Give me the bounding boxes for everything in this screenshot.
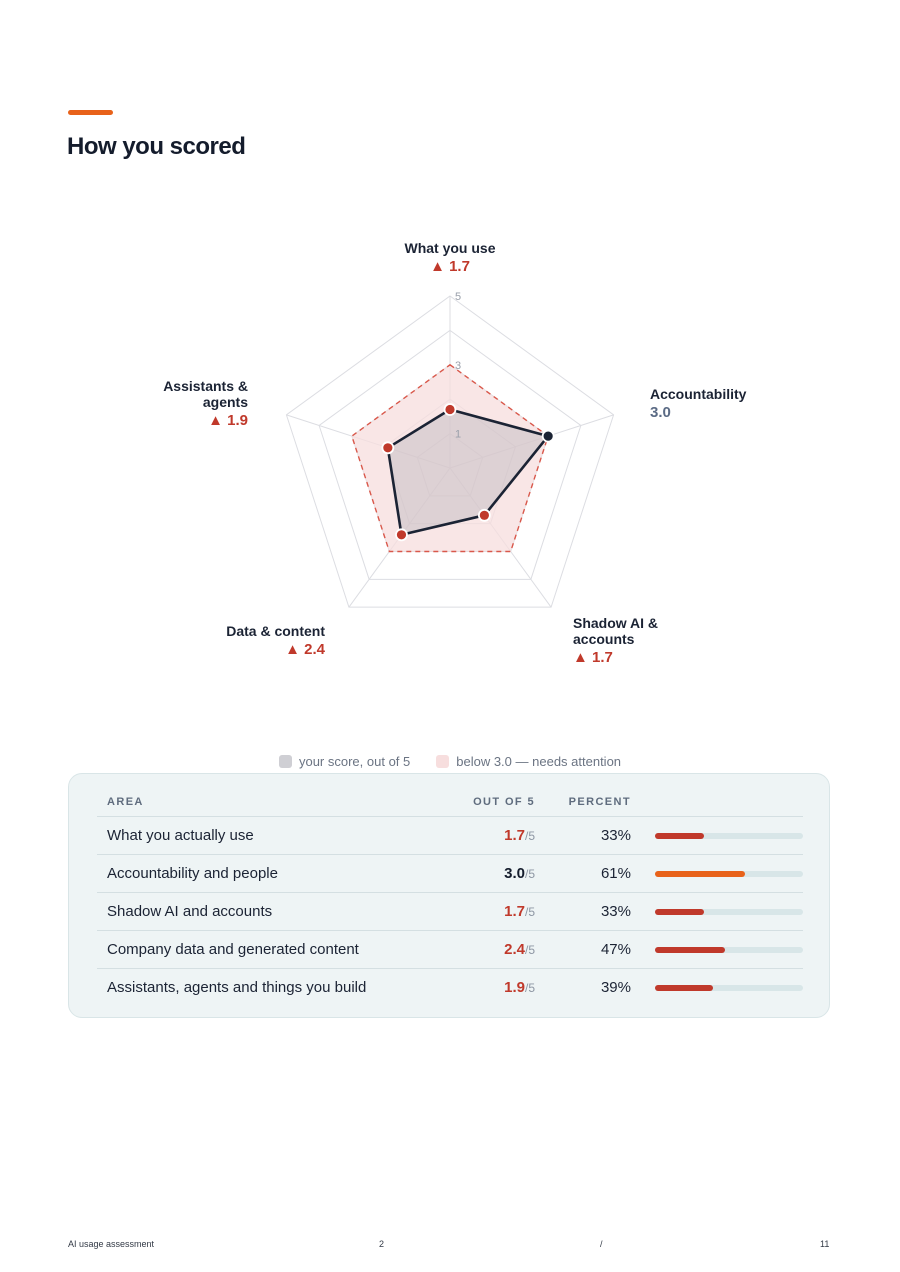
header-bar: [631, 788, 803, 817]
score-cell: 1.7/5: [437, 892, 535, 931]
table-row: What you actually use 1.7/5 33%: [97, 816, 803, 855]
score-value: 1.7: [504, 903, 525, 920]
progress-track: [655, 984, 803, 991]
percent-value: 61%: [535, 854, 631, 893]
radar-score-point: [443, 403, 457, 416]
axis-label-data-content: Data & content ▲ 2.4: [205, 623, 325, 658]
table-row: Accountability and people 3.0/5 61%: [97, 854, 803, 893]
area-name: What you actually use: [97, 816, 437, 855]
area-name: Accountability and people: [97, 854, 437, 893]
score-value: 3.0: [504, 865, 525, 882]
out-of-suffix: /5: [524, 905, 535, 919]
axis-score: ▲ 2.4: [285, 641, 325, 658]
radar-threshold-area: [351, 363, 549, 553]
progress-fill: [655, 908, 704, 915]
area-name: Shadow AI and accounts: [97, 892, 437, 931]
footer-page-number: 2: [379, 1239, 385, 1249]
chart-legend: your score, out of 5 below 3.0 — needs a…: [0, 754, 900, 769]
progress-track: [655, 908, 803, 915]
bar-cell: [631, 969, 803, 1007]
radar-ring-label: 5: [455, 291, 461, 303]
legend-label-score: your score, out of 5: [298, 754, 411, 769]
score-cell: 3.0/5: [437, 854, 535, 893]
radar-ring-label: 3: [455, 360, 461, 372]
axis-name: What you use: [404, 240, 496, 256]
progress-fill: [655, 946, 725, 953]
out-of-suffix: /5: [524, 981, 535, 995]
table-row: Shadow AI and accounts 1.7/5 33%: [97, 892, 803, 931]
score-value: 1.7: [504, 827, 525, 844]
progress-fill: [655, 832, 704, 839]
footer-separator: /: [600, 1239, 603, 1249]
axis-name: Shadow AI & accounts: [573, 615, 659, 647]
progress-track: [655, 870, 803, 877]
axis-score: ▲ 1.9: [208, 412, 248, 429]
table-row: Company data and generated content 2.4/5…: [97, 930, 803, 969]
progress-fill: [655, 870, 746, 877]
legend-item-attention: below 3.0 — needs attention: [436, 754, 621, 769]
axis-name: Assistants & agents: [163, 378, 248, 410]
score-cell: 2.4/5: [437, 930, 535, 969]
legend-swatch-attention: [436, 755, 450, 768]
percent-value: 33%: [535, 816, 631, 855]
axis-label-shadow-ai: Shadow AI & accounts ▲ 1.7: [573, 615, 673, 666]
radar-grid-ring: [285, 295, 615, 608]
out-of-suffix: /5: [524, 943, 535, 957]
score-value: 1.9: [504, 979, 525, 996]
table-row: Assistants, agents and things you build …: [97, 969, 803, 1007]
axis-name: Accountability: [650, 386, 747, 402]
score-value: 2.4: [504, 941, 525, 958]
score-table: AREA OUT OF 5 PERCENT What you actually …: [97, 788, 803, 1006]
axis-name: Data & content: [226, 623, 325, 639]
axis-score: 3.0: [650, 404, 671, 421]
header-area: AREA: [97, 788, 437, 817]
area-name: Assistants, agents and things you build: [107, 979, 367, 996]
axis-label-what-you-use: What you use ▲ 1.7: [403, 240, 497, 275]
legend-label-attention: below 3.0 — needs attention: [456, 754, 622, 769]
footer-doc-title: AI usage assessment: [68, 1239, 155, 1249]
header-percent: PERCENT: [535, 788, 631, 817]
legend-item-score: your score, out of 5: [278, 754, 411, 769]
radar-ring-label: 1: [455, 429, 461, 441]
header-out-of-5: OUT OF 5: [437, 788, 535, 817]
bar-cell: [631, 816, 803, 855]
axis-label-assistants: Assistants & agents ▲ 1.9: [148, 378, 248, 429]
radar-chart: 1 3 5: [285, 291, 615, 608]
radar-score-point: [541, 429, 555, 443]
bar-cell: [631, 854, 803, 893]
percent-value: 33%: [535, 892, 631, 931]
score-cell: 1.9/5: [437, 969, 535, 1007]
legend-swatch-score: [278, 755, 292, 768]
progress-track: [655, 946, 803, 953]
bar-cell: [631, 892, 803, 931]
radar-score-point: [477, 508, 491, 522]
percent-value: 47%: [535, 930, 631, 969]
score-table-panel: AREA OUT OF 5 PERCENT What you actually …: [68, 773, 830, 1018]
axis-score: ▲ 1.7: [573, 649, 613, 666]
radar-score-area: [386, 408, 550, 537]
axis-score: ▲ 1.7: [430, 258, 470, 275]
out-of-suffix: /5: [524, 867, 535, 881]
radar-score-point: [381, 441, 395, 455]
page-title: How you scored: [67, 133, 246, 160]
radar-score-point: [395, 528, 408, 542]
out-of-suffix: /5: [524, 829, 535, 843]
progress-track: [655, 832, 803, 839]
footer-page-total: 11: [820, 1239, 830, 1249]
area-name: Company data and generated content: [97, 930, 437, 969]
title-accent-bar: [68, 110, 113, 115]
axis-label-accountability: Accountability 3.0: [650, 386, 770, 421]
score-cell: 1.7/5: [437, 816, 535, 855]
progress-fill: [655, 984, 713, 991]
percent-value: 39%: [600, 979, 631, 996]
bar-cell: [631, 930, 803, 969]
table-header-row: AREA OUT OF 5 PERCENT: [97, 788, 803, 817]
radar-grid-ring: [318, 329, 582, 580]
